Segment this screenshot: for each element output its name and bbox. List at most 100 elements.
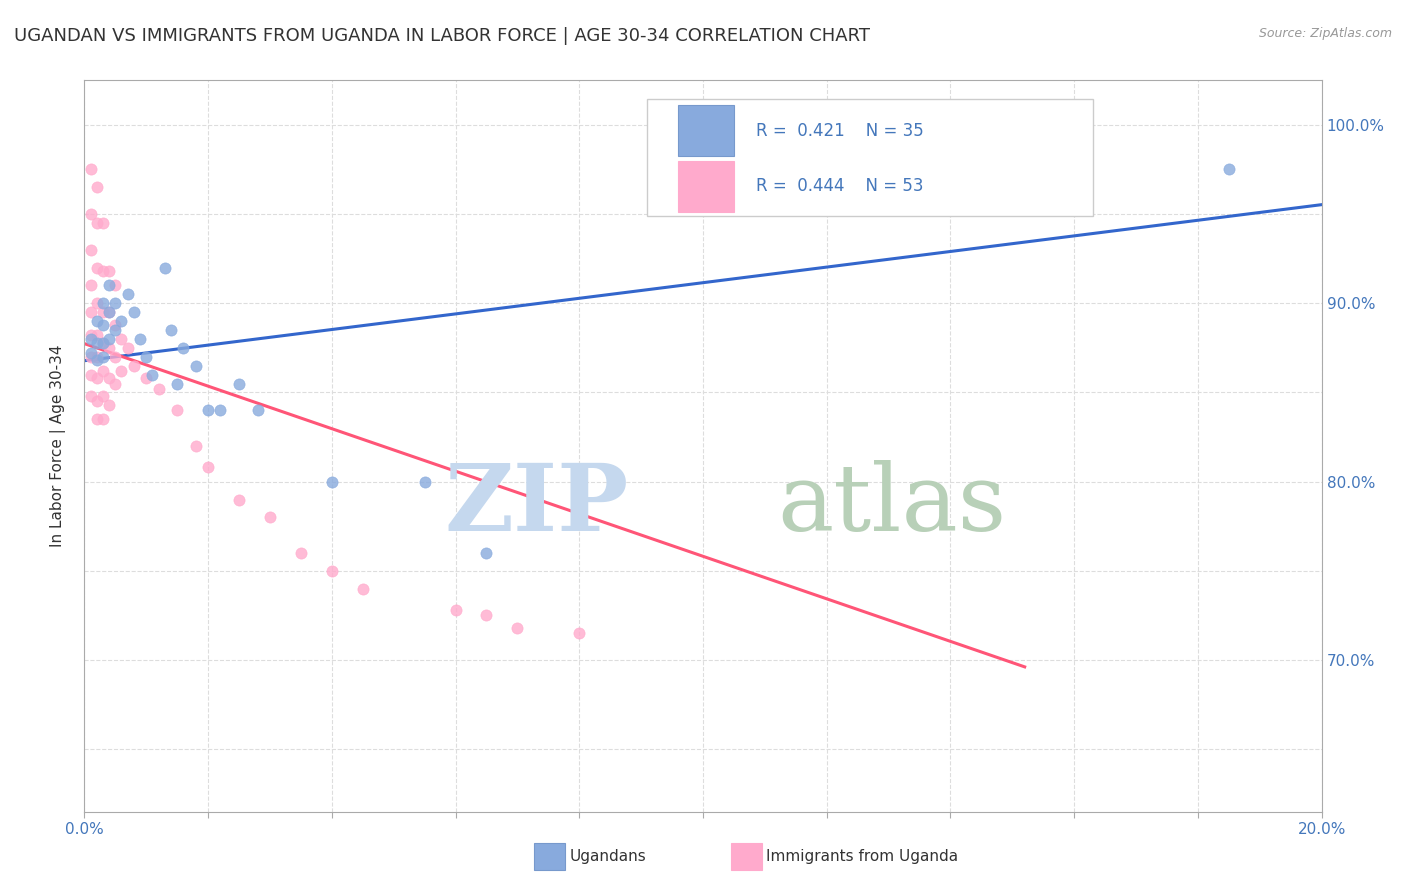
Point (98, 371, 121, 385)
Text: Source: ZipAtlas.com: Source: ZipAtlas.com (1258, 27, 1392, 40)
Point (79, 332, 101, 346)
Text: Immigrants from Uganda: Immigrants from Uganda (766, 849, 959, 863)
Text: R =  0.421    N = 35: R = 0.421 N = 35 (756, 121, 924, 140)
Point (122, 359, 145, 373)
Point (197, 460, 219, 475)
Point (117, 341, 139, 355)
Point (141, 368, 163, 382)
Point (129, 332, 152, 346)
Point (91, 350, 114, 364)
Point (104, 318, 127, 332)
Point (290, 546, 312, 560)
Point (91, 335, 114, 350)
Point (91, 412, 114, 426)
Point (98, 341, 121, 355)
Point (104, 278, 127, 293)
Point (172, 341, 194, 355)
Point (98, 398, 121, 412)
Point (86, 328, 108, 343)
Point (209, 403, 232, 417)
Point (413, 475, 436, 489)
Point (117, 287, 139, 301)
Point (86, 216, 108, 230)
Point (110, 332, 132, 346)
Point (153, 260, 176, 275)
Point (104, 376, 127, 391)
Point (321, 564, 343, 578)
Point (86, 314, 108, 328)
Point (1218, 162, 1240, 177)
Point (91, 364, 114, 378)
Point (79, 368, 101, 382)
Point (877, 162, 900, 177)
Point (79, 389, 101, 403)
Point (86, 371, 108, 385)
Point (135, 371, 157, 385)
FancyBboxPatch shape (647, 99, 1092, 216)
Point (104, 350, 127, 364)
Point (86, 394, 108, 409)
Y-axis label: In Labor Force | Age 30-34: In Labor Force | Age 30-34 (49, 344, 66, 548)
Point (91, 305, 114, 319)
Point (259, 510, 281, 524)
Point (122, 305, 145, 319)
Point (98, 264, 121, 278)
Point (506, 621, 529, 635)
Point (110, 314, 132, 328)
Point (86, 350, 108, 364)
Text: Ugandans: Ugandans (569, 849, 647, 863)
Point (475, 608, 498, 623)
Bar (678, 161, 734, 212)
Point (228, 492, 250, 507)
Point (91, 318, 114, 332)
Point (475, 546, 498, 560)
Point (86, 180, 108, 194)
Point (86, 296, 108, 310)
Point (98, 332, 121, 346)
Point (352, 582, 374, 596)
Point (321, 475, 343, 489)
Point (91, 335, 114, 350)
Point (91, 264, 114, 278)
Point (86, 335, 108, 350)
Point (98, 305, 121, 319)
Point (184, 359, 207, 373)
Point (444, 603, 467, 617)
Point (246, 403, 269, 417)
Bar (678, 105, 734, 156)
Point (86, 412, 108, 426)
Point (1032, 145, 1054, 159)
Point (160, 323, 183, 337)
Point (79, 243, 101, 257)
Point (86, 260, 108, 275)
Point (79, 278, 101, 293)
Point (166, 376, 188, 391)
Point (91, 389, 114, 403)
Text: R =  0.444    N = 53: R = 0.444 N = 53 (756, 178, 924, 195)
Point (184, 439, 207, 453)
Point (104, 323, 127, 337)
Text: UGANDAN VS IMMIGRANTS FROM UGANDA IN LABOR FORCE | AGE 30-34 CORRELATION CHART: UGANDAN VS IMMIGRANTS FROM UGANDA IN LAB… (14, 27, 870, 45)
Point (228, 376, 250, 391)
Point (148, 382, 170, 396)
Point (79, 350, 101, 364)
Point (98, 305, 121, 319)
Point (91, 296, 114, 310)
Point (166, 403, 188, 417)
Point (568, 626, 591, 640)
Point (104, 296, 127, 310)
Point (135, 350, 157, 364)
Point (91, 216, 114, 230)
Point (98, 278, 121, 293)
Point (79, 207, 101, 221)
Point (877, 145, 900, 159)
Point (110, 364, 132, 378)
Point (79, 346, 101, 360)
Point (197, 403, 219, 417)
Point (79, 162, 101, 177)
Point (86, 353, 108, 368)
Text: ZIP: ZIP (444, 459, 628, 549)
Point (79, 305, 101, 319)
Point (79, 328, 101, 343)
Text: atlas: atlas (778, 459, 1007, 549)
